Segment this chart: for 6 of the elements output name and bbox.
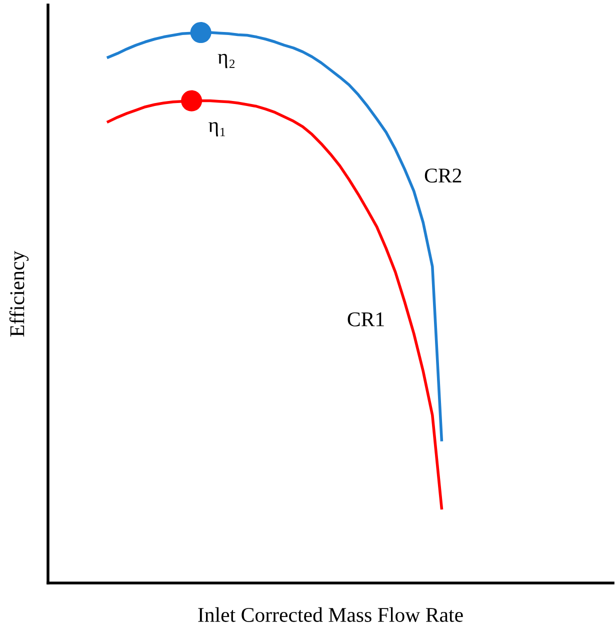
- annotation: η₂: [218, 54, 235, 68]
- series-label: CR1: [348, 312, 384, 326]
- x-axis-title: Inlet Corrected Mass Flow Rate: [198, 607, 463, 622]
- y-axis-title: Efficiency: [9, 250, 29, 337]
- series-label: CR2: [424, 168, 462, 183]
- annotation: η₁: [208, 122, 225, 136]
